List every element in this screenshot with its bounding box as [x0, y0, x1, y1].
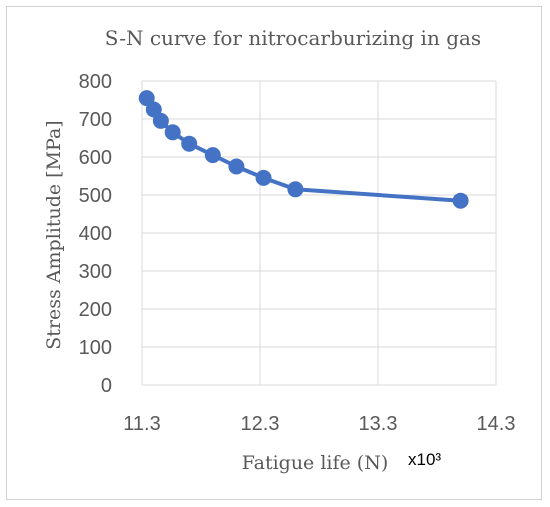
x-axis-title: Fatigue life (N) — [242, 452, 389, 474]
y-tick-label: 100 — [79, 337, 112, 359]
y-tick-label: 500 — [79, 185, 112, 207]
data-point — [164, 124, 181, 141]
y-tick-label: 0 — [101, 375, 112, 397]
y-tick-label: 400 — [79, 223, 112, 245]
chart-frame — [6, 6, 542, 500]
grid-lines — [141, 80, 497, 386]
data-point — [204, 147, 221, 164]
data-point — [287, 181, 304, 198]
data-point — [152, 112, 169, 129]
y-tick-labels: 0 100 200 300 400 500 600 700 800 — [79, 71, 112, 397]
y-tick-label: 800 — [79, 71, 112, 93]
y-axis-title: Stress Amplitude [MPa] — [43, 120, 65, 349]
y-tick-label: 300 — [79, 261, 112, 283]
x-tick-label: 13.3 — [359, 413, 398, 435]
series-group — [138, 90, 469, 209]
data-point — [255, 169, 272, 186]
y-tick-label: 600 — [79, 147, 112, 169]
x-tick-label: 14.3 — [477, 413, 516, 435]
data-point — [228, 158, 245, 175]
x-axis-multiplier: x10³ — [408, 450, 441, 469]
data-point — [452, 192, 469, 209]
data-point — [138, 90, 155, 107]
data-point — [181, 135, 198, 152]
x-tick-labels: 11.3 12.3 13.3 14.3 — [123, 413, 515, 435]
y-tick-label: 700 — [79, 109, 112, 131]
data-point — [145, 101, 162, 118]
x-tick-label: 11.3 — [123, 413, 160, 435]
x-tick-label: 12.3 — [241, 413, 280, 435]
y-tick-label: 200 — [79, 299, 112, 321]
chart-title: S-N curve for nitrocarburizing in gas — [105, 26, 481, 50]
